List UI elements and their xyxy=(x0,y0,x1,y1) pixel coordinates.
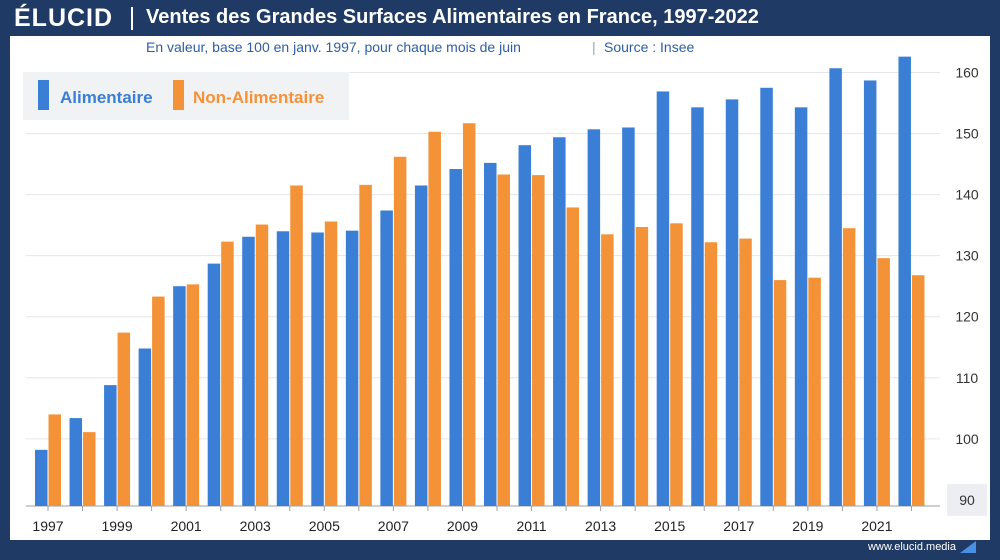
y-tick-label: 120 xyxy=(955,309,979,325)
chart-title: Ventes des Grandes Surfaces Alimentaires… xyxy=(146,6,759,28)
legend-swatch-non-alimentaire xyxy=(173,80,184,110)
bar-alimentaire xyxy=(35,449,48,506)
x-tick-label: 2009 xyxy=(447,518,478,534)
bar-alimentaire xyxy=(276,231,290,506)
bar-non-alimentaire xyxy=(877,258,890,506)
bar-alimentaire xyxy=(69,418,83,506)
x-tick-label: 2007 xyxy=(378,518,409,534)
chart-source: Source : Insee xyxy=(604,39,694,55)
bar-alimentaire xyxy=(173,286,186,506)
bar-non-alimentaire xyxy=(117,332,131,506)
bar-alimentaire xyxy=(898,56,911,506)
bar-non-alimentaire xyxy=(601,234,614,506)
bar-chart: En valeur, base 100 en janv. 1997, pour … xyxy=(23,39,987,534)
bar-alimentaire xyxy=(484,162,497,506)
legend-swatch-alimentaire xyxy=(38,80,49,110)
x-tick-label: 1997 xyxy=(32,518,63,534)
bar-non-alimentaire xyxy=(911,275,925,506)
bar-non-alimentaire xyxy=(83,432,96,506)
bar-non-alimentaire xyxy=(186,284,200,506)
legend-box xyxy=(23,72,349,120)
bar-alimentaire xyxy=(553,137,566,506)
bar-alimentaire xyxy=(622,127,635,506)
y-tick-label: 160 xyxy=(955,65,979,81)
legend-label-alimentaire: Alimentaire xyxy=(60,88,153,107)
bar-non-alimentaire xyxy=(739,238,752,506)
x-tick-label: 2015 xyxy=(654,518,685,534)
header-bar: ÉLUCID Ventes des Grandes Surfaces Alime… xyxy=(0,0,1000,36)
bar-non-alimentaire xyxy=(48,414,61,506)
bar-non-alimentaire xyxy=(393,156,407,507)
legend-label-non-alimentaire: Non-Alimentaire xyxy=(193,88,324,107)
footer-logo-mark xyxy=(960,541,976,553)
bar-alimentaire xyxy=(760,87,773,506)
bar-alimentaire xyxy=(414,185,428,506)
footer-url: www.elucid.media xyxy=(867,541,956,553)
bar-non-alimentaire xyxy=(221,241,234,507)
y-tick-label: 140 xyxy=(955,187,979,203)
bar-alimentaire xyxy=(242,236,255,507)
bar-non-alimentaire xyxy=(635,226,649,506)
subtitle-separator: | xyxy=(592,39,596,55)
x-tick-label: 2019 xyxy=(792,518,823,534)
x-tick-label: 1999 xyxy=(101,518,132,534)
bar-non-alimentaire xyxy=(359,184,372,506)
bar-alimentaire xyxy=(345,230,359,506)
bar-alimentaire xyxy=(656,91,670,506)
x-tick-label: 2017 xyxy=(723,518,754,534)
bar-alimentaire xyxy=(725,99,739,507)
x-tick-label: 2005 xyxy=(309,518,340,534)
x-tick-label: 2021 xyxy=(861,518,892,534)
bar-alimentaire xyxy=(104,385,117,506)
bar-non-alimentaire xyxy=(462,123,476,506)
bar-non-alimentaire xyxy=(704,242,718,506)
bar-alimentaire xyxy=(691,107,704,506)
chart-panel: En valeur, base 100 en janv. 1997, pour … xyxy=(10,36,990,540)
bar-alimentaire xyxy=(518,145,532,506)
chart-subtitle: En valeur, base 100 en janv. 1997, pour … xyxy=(146,39,521,55)
y-tick-label: 110 xyxy=(956,370,979,386)
bar-alimentaire xyxy=(863,80,877,506)
x-tick-label: 2011 xyxy=(516,518,546,534)
y-tick-label: 150 xyxy=(955,126,979,142)
bar-non-alimentaire xyxy=(842,228,856,507)
bar-alimentaire xyxy=(587,129,601,506)
bar-non-alimentaire xyxy=(808,277,821,506)
bar-non-alimentaire xyxy=(497,174,510,507)
bar-alimentaire xyxy=(449,168,462,506)
y-tick-box xyxy=(947,483,987,516)
y-tick-label: 100 xyxy=(955,431,979,447)
bar-non-alimentaire xyxy=(670,223,683,507)
bar-alimentaire xyxy=(138,348,152,506)
bar-non-alimentaire xyxy=(428,131,441,506)
x-tick-label: 2013 xyxy=(585,518,616,534)
x-tick-label: 2001 xyxy=(171,518,202,534)
bar-alimentaire xyxy=(380,210,393,507)
elucid-logo: ÉLUCID xyxy=(14,4,114,32)
bar-non-alimentaire xyxy=(566,207,580,506)
y-tick-label: 90 xyxy=(959,492,975,508)
bar-non-alimentaire xyxy=(255,224,269,506)
x-tick-label: 2003 xyxy=(240,518,271,534)
header-divider xyxy=(131,7,133,30)
bar-alimentaire xyxy=(311,232,324,507)
bar-alimentaire xyxy=(794,107,808,506)
bar-non-alimentaire xyxy=(290,185,303,506)
bar-non-alimentaire xyxy=(152,296,165,506)
bar-non-alimentaire xyxy=(532,175,545,507)
bar-alimentaire xyxy=(829,68,842,507)
bar-non-alimentaire xyxy=(773,280,787,506)
bar-non-alimentaire xyxy=(324,221,338,506)
y-tick-label: 130 xyxy=(955,248,979,264)
bar-alimentaire xyxy=(207,263,221,506)
